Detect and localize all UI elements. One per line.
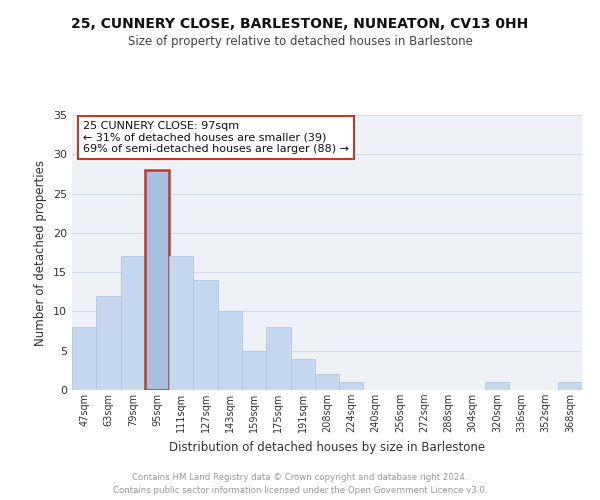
Bar — [485, 382, 509, 390]
Bar — [558, 382, 582, 390]
Bar — [315, 374, 339, 390]
Bar — [145, 170, 169, 390]
Bar — [266, 327, 290, 390]
Bar — [193, 280, 218, 390]
Bar — [121, 256, 145, 390]
X-axis label: Distribution of detached houses by size in Barlestone: Distribution of detached houses by size … — [169, 440, 485, 454]
Text: Size of property relative to detached houses in Barlestone: Size of property relative to detached ho… — [128, 35, 472, 48]
Bar — [242, 350, 266, 390]
Bar — [218, 312, 242, 390]
Bar — [96, 296, 121, 390]
Bar — [169, 256, 193, 390]
Text: 25 CUNNERY CLOSE: 97sqm
← 31% of detached houses are smaller (39)
69% of semi-de: 25 CUNNERY CLOSE: 97sqm ← 31% of detache… — [83, 120, 349, 154]
Y-axis label: Number of detached properties: Number of detached properties — [34, 160, 47, 346]
Text: Contains HM Land Registry data © Crown copyright and database right 2024.
Contai: Contains HM Land Registry data © Crown c… — [113, 473, 487, 495]
Bar — [290, 358, 315, 390]
Text: 25, CUNNERY CLOSE, BARLESTONE, NUNEATON, CV13 0HH: 25, CUNNERY CLOSE, BARLESTONE, NUNEATON,… — [71, 18, 529, 32]
Bar — [72, 327, 96, 390]
Bar — [339, 382, 364, 390]
